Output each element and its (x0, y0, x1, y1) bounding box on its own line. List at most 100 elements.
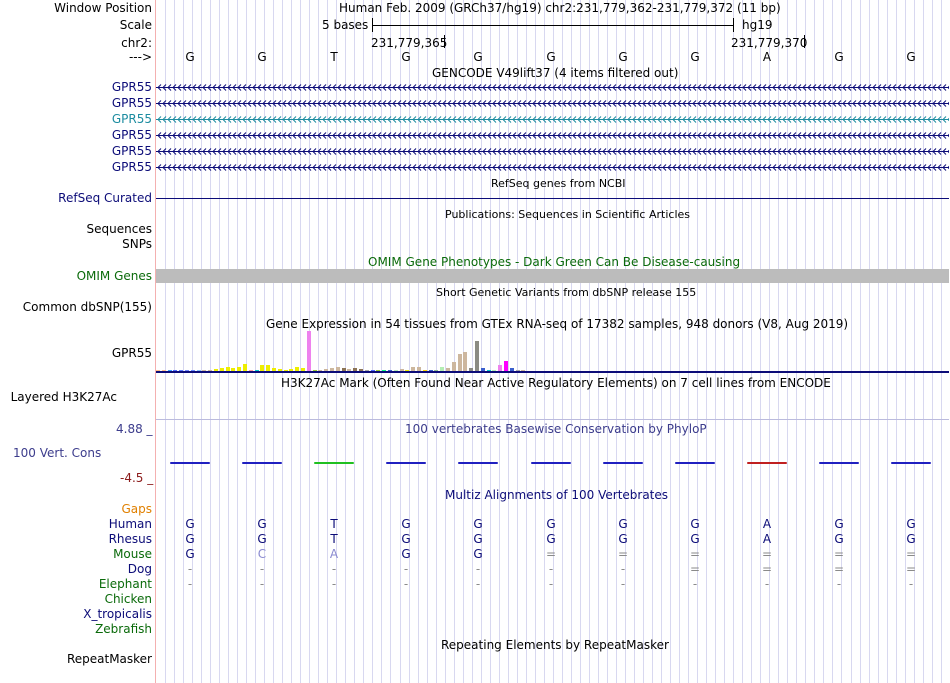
layered-h3k27ac-label[interactable]: Layered H3K27Ac (10, 390, 117, 404)
gtex-tissue-bar[interactable] (446, 368, 450, 371)
gtex-tissue-bar[interactable] (376, 370, 380, 371)
gtex-tissue-bar[interactable] (394, 370, 398, 371)
gtex-tissue-bar[interactable] (295, 367, 299, 371)
window-position-label[interactable]: Window Position (54, 1, 152, 15)
gtex-tissue-bar[interactable] (434, 370, 438, 371)
gtex-tissue-bar[interactable] (249, 370, 253, 371)
omim-genes-label[interactable]: OMIM Genes (76, 269, 152, 283)
gtex-bar-chart[interactable] (156, 330, 536, 371)
gtex-tissue-bar[interactable] (475, 341, 479, 371)
gtex-tissue-bar[interactable] (336, 367, 340, 371)
gtex-tissue-bar[interactable] (371, 370, 375, 371)
gtex-tissue-bar[interactable] (301, 368, 305, 371)
gencode-transcript-label[interactable]: GPR55 (111, 144, 152, 158)
species-label-dog[interactable]: Dog (127, 562, 152, 576)
species-label-chicken[interactable]: Chicken (104, 592, 152, 606)
gtex-tissue-bar[interactable] (266, 365, 270, 371)
gencode-transcript-line[interactable] (156, 83, 949, 92)
phylop-score-mark[interactable] (531, 462, 571, 464)
gtex-tissue-bar[interactable] (237, 367, 241, 371)
species-label-x_tropicalis[interactable]: X_tropicalis (83, 607, 152, 621)
species-label-human[interactable]: Human (108, 517, 152, 531)
species-label-rhesus[interactable]: Rhesus (108, 532, 152, 546)
gtex-tissue-bar[interactable] (353, 368, 357, 371)
gtex-tissue-bar[interactable] (324, 369, 328, 371)
omim-gene-bar[interactable] (156, 269, 949, 283)
gtex-tissue-bar[interactable] (516, 370, 520, 371)
gtex-tissue-bar[interactable] (162, 370, 166, 371)
gtex-tissue-bar[interactable] (400, 369, 404, 371)
publications-track-title[interactable]: Publications: Sequences in Scientific Ar… (445, 208, 690, 221)
gtex-tissue-bar[interactable] (243, 364, 247, 371)
phylop-score-mark[interactable] (675, 462, 715, 464)
gtex-tissue-bar[interactable] (214, 369, 218, 371)
gtex-tissue-bar[interactable] (458, 354, 462, 371)
gtex-tissue-bar[interactable] (481, 368, 485, 371)
gtex-tissue-bar[interactable] (173, 370, 177, 371)
species-label-elephant[interactable]: Elephant (98, 577, 152, 591)
gtex-tissue-bar[interactable] (469, 368, 473, 371)
phylop-score-mark[interactable] (314, 462, 354, 464)
gencode-transcript-line[interactable] (156, 99, 949, 108)
phylop-score-mark[interactable] (242, 462, 282, 464)
gtex-tissue-bar[interactable] (411, 367, 415, 371)
phylop-score-mark[interactable] (891, 462, 931, 464)
chrom-label[interactable]: chr2: (121, 36, 152, 50)
strand-label[interactable]: ---> (128, 50, 152, 64)
gtex-tissue-bar[interactable] (492, 370, 496, 371)
gtex-tissue-bar[interactable] (382, 370, 386, 371)
gtex-tissue-bar[interactable] (463, 352, 467, 371)
gencode-transcript-line[interactable] (156, 131, 949, 140)
gtex-tissue-bar[interactable] (220, 368, 224, 371)
gtex-tissue-bar[interactable] (197, 370, 201, 371)
phylop-score-mark[interactable] (603, 462, 643, 464)
gencode-transcript-label[interactable]: GPR55 (111, 128, 152, 142)
gtex-tissue-bar[interactable] (255, 370, 259, 371)
gtex-tissue-bar[interactable] (342, 368, 346, 371)
gtex-tissue-bar[interactable] (208, 370, 212, 371)
refseq-curated-label[interactable]: RefSeq Curated (58, 191, 152, 205)
gtex-tissue-bar[interactable] (452, 362, 456, 371)
gtex-gene-line[interactable] (156, 371, 949, 373)
gaps-label[interactable]: Gaps (121, 502, 152, 516)
phylop-score-mark[interactable] (458, 462, 498, 464)
phylop-score-mark[interactable] (170, 462, 210, 464)
gtex-tissue-bar[interactable] (156, 370, 160, 371)
snps-label[interactable]: SNPs (122, 237, 152, 251)
gtex-tissue-bar[interactable] (272, 368, 276, 371)
gtex-tissue-bar[interactable] (226, 367, 230, 371)
common-dbsnp-label[interactable]: Common dbSNP(155) (22, 300, 152, 314)
repeatmasker-track-title[interactable]: Repeating Elements by RepeatMasker (441, 638, 669, 652)
gtex-tissue-bar[interactable] (168, 370, 172, 371)
species-label-zebrafish[interactable]: Zebrafish (95, 622, 152, 636)
h3k27ac-track-title[interactable]: H3K27Ac Mark (Often Found Near Active Re… (281, 376, 831, 390)
gtex-tissue-bar[interactable] (347, 369, 351, 371)
gtex-tissue-bar[interactable] (260, 365, 264, 371)
gtex-tissue-bar[interactable] (417, 367, 421, 371)
gtex-tissue-bar[interactable] (284, 370, 288, 371)
gtex-tissue-bar[interactable] (231, 368, 235, 371)
gtex-tissue-bar[interactable] (179, 370, 183, 371)
gtex-tissue-bar[interactable] (405, 370, 409, 371)
gencode-track-title[interactable]: GENCODE V49lift37 (4 items filtered out) (432, 66, 679, 80)
gtex-tissue-bar[interactable] (440, 367, 444, 371)
gtex-tissue-bar[interactable] (359, 369, 363, 371)
repeatmasker-label[interactable]: RepeatMasker (66, 652, 152, 666)
gencode-transcript-label[interactable]: GPR55 (111, 96, 152, 110)
omim-track-title[interactable]: OMIM Gene Phenotypes - Dark Green Can Be… (368, 255, 741, 269)
gtex-tissue-bar[interactable] (521, 370, 525, 371)
phylop-track-title[interactable]: 100 vertebrates Basewise Conservation by… (405, 422, 707, 436)
gtex-tissue-bar[interactable] (388, 370, 392, 371)
gtex-tissue-bar[interactable] (191, 370, 195, 371)
gtex-tissue-bar[interactable] (330, 368, 334, 371)
dbsnp-track-title[interactable]: Short Genetic Variants from dbSNP releas… (436, 286, 697, 299)
refseq-gene-line[interactable] (156, 198, 949, 199)
phylop-score-mark[interactable] (386, 462, 426, 464)
gtex-tissue-bar[interactable] (498, 365, 502, 371)
gtex-tissue-bar[interactable] (202, 370, 206, 371)
gtex-tissue-bar[interactable] (510, 368, 514, 371)
refseq-track-title[interactable]: RefSeq genes from NCBI (491, 177, 626, 190)
gtex-tissue-bar[interactable] (278, 369, 282, 371)
gtex-track-title[interactable]: Gene Expression in 54 tissues from GTEx … (266, 317, 849, 331)
gtex-tissue-bar[interactable] (289, 369, 293, 371)
